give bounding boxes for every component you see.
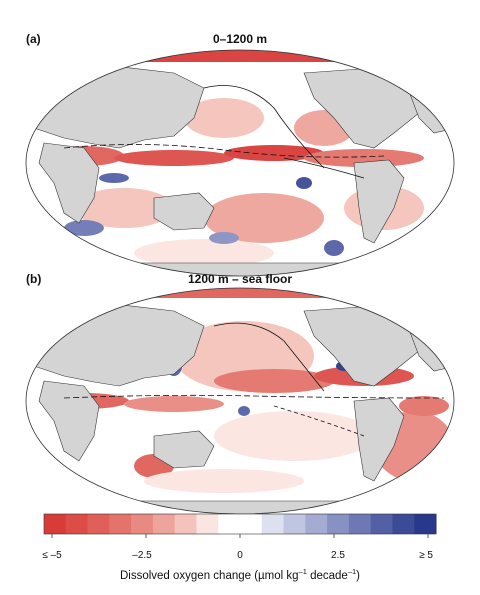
colorbar-tick-label: ≥ 5 <box>419 550 433 561</box>
colorbar-segment <box>152 514 176 534</box>
south-america-land <box>353 159 405 244</box>
colorbar-segment <box>305 514 328 534</box>
colorbar <box>43 513 437 538</box>
colorbar-segment <box>218 514 241 534</box>
australia-land <box>153 192 215 231</box>
map-border <box>25 49 455 277</box>
colorbar-segment <box>327 514 350 534</box>
australia-land <box>153 430 215 469</box>
colorbar-segment <box>240 514 263 534</box>
contour-lines <box>63 85 385 179</box>
colorbar-segment <box>196 514 219 534</box>
south-america-land <box>353 397 405 482</box>
africa-land <box>38 142 100 224</box>
panel-b-letter: (b) <box>26 272 42 286</box>
colorbar-segment <box>392 514 415 534</box>
colorbar-segment <box>87 514 110 534</box>
colorbar-segment <box>44 514 67 534</box>
colorbar-tick-label: –2.5 <box>132 550 152 561</box>
colorbar-segment <box>370 514 393 534</box>
colorbar-tick-label: 0 <box>237 550 243 561</box>
colorbar-segment <box>174 514 197 534</box>
colorbar-segment <box>261 514 285 534</box>
panel-a-title: 0–1200 m <box>212 32 268 46</box>
panel-b-title: 1200 m – sea floor <box>187 272 293 286</box>
colorbar-tick-label: 2.5 <box>331 550 345 561</box>
colorbar-title: Dissolved oxygen change (µmol kg–1 decad… <box>119 567 361 582</box>
colorbar-segment <box>283 514 306 534</box>
colorbar-segment <box>131 514 154 534</box>
panel-a-letter: (a) <box>26 32 41 46</box>
map-panel-b <box>25 287 455 515</box>
colorbar-segment <box>348 514 372 534</box>
colorbar-tick-label: ≤ –5 <box>42 550 62 561</box>
colorbar-segment <box>414 514 437 534</box>
contour-lines <box>63 322 445 437</box>
africa-land <box>38 380 100 462</box>
colorbar-segment <box>109 514 132 534</box>
colorbar-segment <box>65 514 89 534</box>
map-panel-a <box>25 49 455 277</box>
